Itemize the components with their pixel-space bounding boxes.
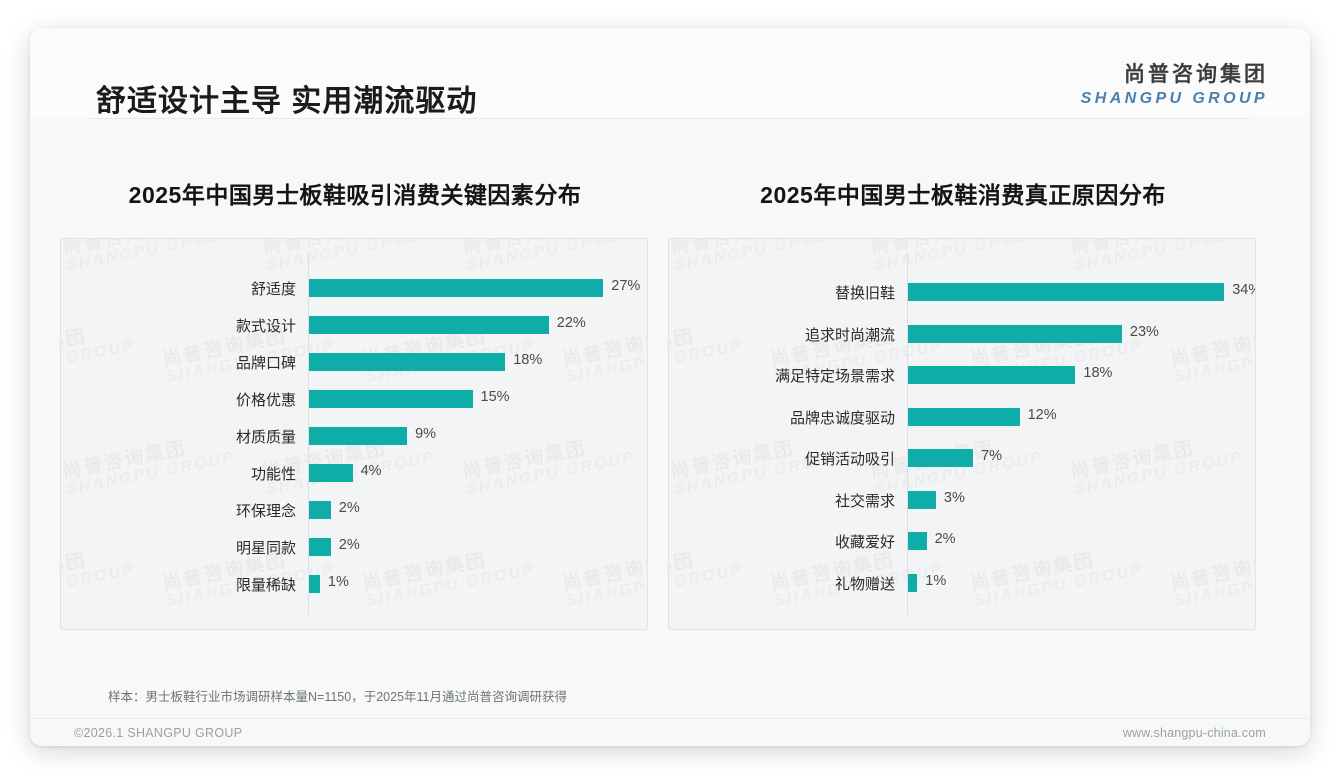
chart-title-left: 2025年中国男士板鞋吸引消费关键因素分布 <box>128 182 582 208</box>
bar-category-label: 明星同款 <box>235 540 296 557</box>
bar-value-label: 15% <box>480 389 510 405</box>
bar-category-label: 追求时尚潮流 <box>804 326 895 344</box>
bar-chart-right: 替换旧鞋 34% 追求时尚潮流 23% 满足特定场景需求 18% 品牌忠诚度驱动 12% 促销活… <box>669 239 1255 629</box>
bar-value-label: 1% <box>327 574 349 590</box>
bar <box>908 449 974 467</box>
bar-category-label: 品牌忠诚度驱动 <box>789 409 895 427</box>
bar-value-label: 2% <box>338 537 360 553</box>
bar-value-label: 18% <box>513 352 543 368</box>
bar-value-label: 7% <box>981 448 1003 464</box>
bar <box>908 366 1076 384</box>
footer-copyright: ©2026.1 SHANGPU GROUP <box>74 726 243 740</box>
chart-title-right: 2025年中国男士板鞋消费真正原因分布 <box>760 182 1166 208</box>
bar-category-label: 品牌口碑 <box>235 355 296 372</box>
page-title: 舒适设计主导 实用潮流驱动 <box>96 85 478 118</box>
bar-category-label: 限量稀缺 <box>235 577 296 594</box>
bar <box>309 353 506 371</box>
slide-header: 舒适设计主导 实用潮流驱动 尚普咨询集团 SHANGPU GROUP <box>30 28 1310 118</box>
bar <box>309 427 408 445</box>
bar-category-label: 环保理念 <box>235 503 296 520</box>
bar <box>309 538 331 556</box>
bar <box>309 279 604 297</box>
bar <box>908 532 927 550</box>
bar-value-label: 1% <box>925 572 947 589</box>
bar-category-label: 款式设计 <box>235 318 296 335</box>
bar-category-label: 功能性 <box>250 466 296 483</box>
footer-website: www.shangpu-china.com <box>1122 726 1266 740</box>
bar <box>908 407 1020 426</box>
bar-category-label: 满足特定场景需求 <box>774 368 895 385</box>
bar-value-label: 2% <box>338 500 360 516</box>
bar-category-label: 舒适度 <box>250 281 296 298</box>
header-divider <box>90 118 1250 119</box>
bar-category-label: 社交需求 <box>834 492 895 510</box>
bar-category-label: 材质质量 <box>235 429 296 446</box>
bar-value-label: 27% <box>611 278 641 294</box>
bar <box>309 575 320 593</box>
source-note-area: 样本：男士板鞋行业市场调研样本量N=1150，于2025年11月通过尚普咨询调研… <box>30 678 1310 718</box>
slide: 舒适设计主导 实用潮流驱动 尚普咨询集团 SHANGPU GROUP 2025年… <box>30 28 1310 746</box>
chart-axis-line <box>907 253 908 615</box>
bar-category-label: 收藏爱好 <box>834 534 895 551</box>
slide-footer: ©2026.1 SHANGPU GROUP www.shangpu-china.… <box>30 718 1310 746</box>
bar-value-label: 22% <box>556 315 586 331</box>
bar <box>309 501 331 519</box>
bar <box>908 324 1122 343</box>
bar-chart-left: 舒适度 27% 款式设计 22% 品牌口碑 18% 价格优惠 15% 材质质量 9% 功能性 4% 环保… <box>61 239 647 629</box>
bar-category-label: 促销活动吸引 <box>804 451 895 468</box>
source-note: 样本：男士板鞋行业市场调研样本量N=1150，于2025年11月通过尚普咨询调研… <box>108 690 567 704</box>
bar-value-label: 2% <box>934 531 956 547</box>
bar <box>908 573 918 592</box>
logo-chinese-text: 尚普咨询集团 <box>1124 63 1268 86</box>
bar <box>908 490 936 509</box>
brand-logo: 尚普咨询集团 SHANGPU GROUP <box>1081 64 1268 107</box>
bar <box>309 464 353 482</box>
logo-english-text: SHANGPU GROUP <box>1080 90 1268 107</box>
bar-value-label: 4% <box>360 463 382 479</box>
bar <box>309 316 549 334</box>
bar-value-label: 34% <box>1232 282 1255 298</box>
bar-value-label: 9% <box>415 426 437 442</box>
bar-category-label: 替换旧鞋 <box>834 285 895 302</box>
bar <box>908 283 1225 301</box>
bar-value-label: 12% <box>1027 406 1057 423</box>
bar-category-label: 价格优惠 <box>235 392 296 409</box>
bar <box>309 390 473 408</box>
bar-value-label: 18% <box>1083 365 1113 381</box>
bar-value-label: 3% <box>943 489 965 506</box>
footer-divider <box>30 718 1310 719</box>
bar-category-label: 礼物赠送 <box>834 575 895 593</box>
chart-axis-line <box>308 253 309 615</box>
bar-value-label: 23% <box>1129 323 1159 340</box>
